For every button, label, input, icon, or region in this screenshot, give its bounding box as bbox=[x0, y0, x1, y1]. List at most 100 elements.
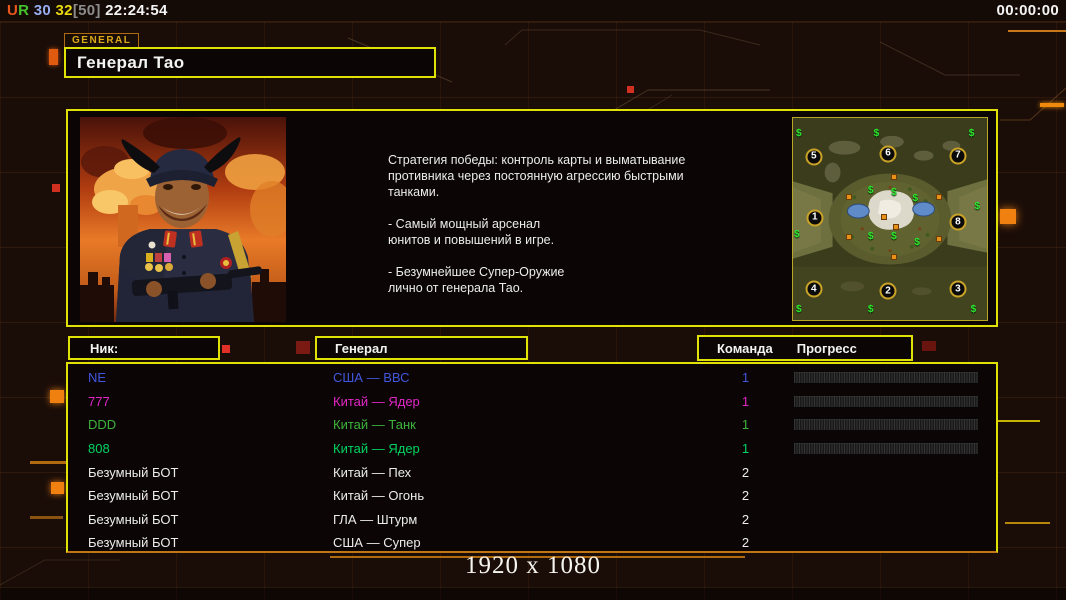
player-team: 1 bbox=[741, 370, 750, 386]
player-team: 1 bbox=[741, 393, 750, 409]
decor-square bbox=[52, 184, 60, 192]
column-header-nick: Ник: bbox=[68, 336, 220, 360]
money-icon: $ bbox=[914, 237, 920, 249]
minimap: $ $ $ $ $ $ $ $ $ $ $ $ $ $1 2 3 4 5 6 7 8 bbox=[792, 117, 988, 321]
money-icon: $ bbox=[796, 128, 802, 140]
decor-line bbox=[985, 420, 1040, 422]
status-segment: 30 bbox=[29, 2, 52, 19]
player-progress bbox=[778, 418, 996, 432]
page-title-box: Генерал Тао bbox=[64, 47, 436, 78]
status-segment: R bbox=[18, 2, 30, 19]
supply-icon bbox=[846, 234, 853, 241]
table-row: Безумный БОТ Китай — Пех 2 bbox=[68, 460, 996, 484]
progress-bar bbox=[793, 418, 979, 432]
decor-line bbox=[30, 516, 63, 519]
status-segment: 32 bbox=[51, 2, 73, 19]
player-progress bbox=[778, 442, 996, 456]
decor-square bbox=[296, 341, 310, 354]
player-general: Китай — Танк bbox=[333, 417, 416, 433]
portrait-illustration bbox=[80, 117, 286, 322]
table-row: NE США — ВВС 1 bbox=[68, 366, 996, 390]
progress-bar bbox=[793, 394, 979, 408]
header-progress-label: Прогресс bbox=[796, 340, 857, 356]
supply-icon bbox=[935, 193, 942, 200]
player-nick: Безумный БОТ bbox=[88, 511, 179, 527]
header-team-label: Команда bbox=[717, 340, 773, 356]
status-segment: 22:24:54 bbox=[100, 2, 168, 19]
table-row: 808 Китай — Ядер 1 bbox=[68, 437, 996, 461]
start-position-marker: 3 bbox=[949, 280, 967, 298]
player-nick: DDD bbox=[88, 417, 117, 433]
supply-icon bbox=[890, 254, 897, 261]
player-nick: 777 bbox=[88, 393, 110, 409]
player-nick: Безумный БОТ bbox=[88, 535, 179, 551]
match-timer: 00:00:00 bbox=[996, 2, 1059, 19]
player-team: 1 bbox=[741, 417, 750, 433]
player-progress bbox=[778, 394, 996, 408]
money-icon: $ bbox=[974, 200, 981, 212]
player-team: 2 bbox=[741, 511, 750, 527]
column-header-team-progress: Команда Прогресс bbox=[697, 335, 913, 361]
money-icon: $ bbox=[968, 128, 975, 140]
money-icon: $ bbox=[891, 231, 897, 243]
decor-square bbox=[627, 86, 634, 93]
player-general: Китай — Огонь bbox=[333, 488, 425, 504]
decor-square bbox=[222, 345, 230, 353]
general-info-panel: Стратегия победы: контроль карты и вымат… bbox=[66, 109, 998, 327]
money-icon: $ bbox=[891, 186, 897, 198]
status-segment: U bbox=[7, 2, 19, 19]
decor-square bbox=[1000, 209, 1016, 224]
progress-bar bbox=[793, 442, 979, 456]
money-icon: $ bbox=[970, 303, 977, 315]
start-position-marker: 8 bbox=[949, 213, 967, 231]
decor-line bbox=[1005, 522, 1050, 524]
money-icon: $ bbox=[796, 303, 802, 315]
supply-icon bbox=[846, 193, 853, 200]
supply-icon bbox=[892, 224, 899, 231]
decor-line bbox=[1040, 103, 1064, 107]
general-description: Стратегия победы: контроль карты и вымат… bbox=[388, 153, 686, 295]
table-row: Безумный БОТ Китай — Огонь 2 bbox=[68, 484, 996, 508]
progress-bar bbox=[793, 371, 979, 385]
general-portrait bbox=[80, 117, 286, 322]
table-row: Безумный БОТ ГЛА — Штурм 2 bbox=[68, 508, 996, 532]
bottom-strip bbox=[0, 587, 1066, 600]
header-general-label: Генерал bbox=[335, 340, 388, 356]
start-position-marker: 6 bbox=[879, 145, 897, 163]
column-header-general: Генерал bbox=[315, 336, 528, 360]
supply-icon bbox=[935, 236, 942, 243]
decor-square bbox=[49, 49, 58, 65]
decor-square bbox=[51, 482, 64, 494]
player-team: 2 bbox=[741, 535, 750, 551]
decor-line bbox=[330, 556, 745, 558]
player-general: ГЛА — Штурм bbox=[333, 511, 418, 527]
money-icon: $ bbox=[867, 231, 874, 243]
player-general: США — ВВС bbox=[333, 370, 410, 386]
player-team: 2 bbox=[741, 464, 750, 480]
player-progress bbox=[778, 371, 996, 385]
money-icon: $ bbox=[794, 229, 800, 241]
player-general: Китай — Ядер bbox=[333, 393, 420, 409]
decor-square bbox=[50, 390, 64, 403]
decor-line bbox=[1008, 30, 1066, 32]
status-segment: [50] bbox=[72, 2, 101, 19]
start-position-marker: 2 bbox=[879, 282, 897, 300]
supply-icon bbox=[881, 213, 888, 220]
resolution-label: 1920 x 1080 bbox=[465, 552, 601, 579]
start-position-marker: 1 bbox=[806, 209, 824, 227]
decor-line bbox=[30, 461, 77, 464]
money-icon: $ bbox=[912, 192, 918, 204]
player-team: 2 bbox=[741, 488, 750, 504]
status-bar: UR 30 32[50] 22:24:54 00:00:00 bbox=[0, 0, 1066, 22]
player-table-body: NE США — ВВС 1 777 Китай — Ядер 1 DDD Китай — Т… bbox=[66, 362, 998, 553]
player-general: Китай — Пех bbox=[333, 464, 412, 480]
table-row: DDD Китай — Танк 1 bbox=[68, 413, 996, 437]
money-icon: $ bbox=[867, 184, 874, 196]
money-icon: $ bbox=[867, 303, 874, 315]
money-icon: $ bbox=[873, 128, 880, 140]
table-row: Безумный БОТ США — Супер 2 bbox=[68, 531, 996, 555]
player-nick: 808 bbox=[88, 441, 110, 457]
table-row: 777 Китай — Ядер 1 bbox=[68, 390, 996, 414]
player-general: Китай — Ядер bbox=[333, 441, 420, 457]
header-nick-label: Ник: bbox=[90, 340, 119, 356]
